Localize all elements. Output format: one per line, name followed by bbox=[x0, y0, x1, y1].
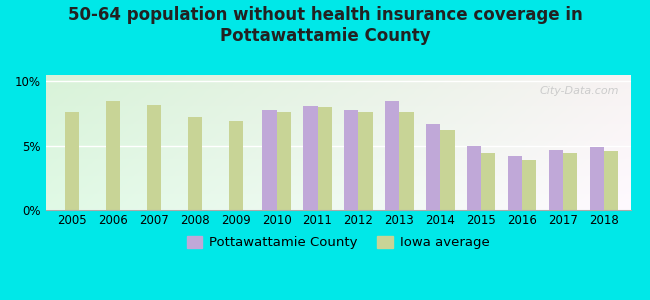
Bar bbox=[65, 112, 79, 210]
Bar bbox=[344, 110, 358, 210]
Bar bbox=[481, 153, 495, 210]
Bar bbox=[304, 106, 318, 210]
Text: City-Data.com: City-Data.com bbox=[540, 86, 619, 96]
Bar bbox=[563, 153, 577, 210]
Bar bbox=[604, 151, 618, 210]
Bar bbox=[426, 124, 440, 210]
Bar bbox=[385, 101, 399, 210]
Text: 50-64 population without health insurance coverage in
Pottawattamie County: 50-64 population without health insuranc… bbox=[68, 6, 582, 45]
Bar bbox=[399, 112, 413, 210]
Bar bbox=[318, 107, 332, 210]
Bar bbox=[467, 146, 481, 210]
Bar bbox=[549, 150, 563, 210]
Bar bbox=[229, 121, 243, 210]
Legend: Pottawattamie County, Iowa average: Pottawattamie County, Iowa average bbox=[181, 231, 495, 255]
Bar bbox=[277, 112, 291, 210]
Bar bbox=[440, 130, 454, 210]
Bar bbox=[508, 156, 522, 210]
Bar bbox=[188, 117, 202, 210]
Bar bbox=[522, 160, 536, 210]
Bar bbox=[358, 112, 372, 210]
Bar bbox=[590, 147, 604, 210]
Bar bbox=[147, 105, 161, 210]
Bar bbox=[106, 101, 120, 210]
Bar bbox=[263, 110, 277, 210]
